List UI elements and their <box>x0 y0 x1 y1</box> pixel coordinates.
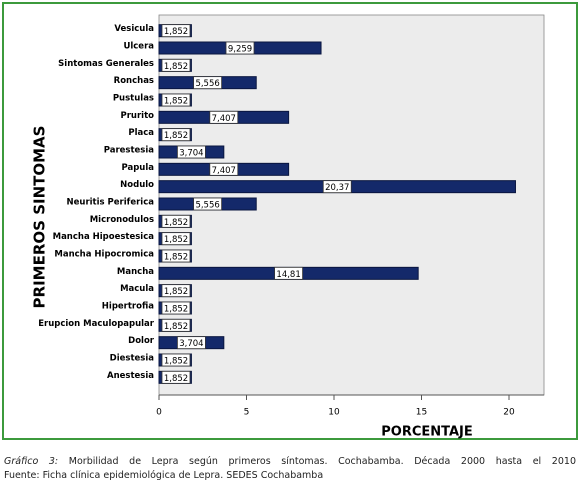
value-label: 14,81 <box>276 270 300 280</box>
value-label-box <box>177 145 206 159</box>
value-label: 1,852 <box>164 62 188 72</box>
value-label: 1,852 <box>164 97 188 107</box>
value-label-box <box>161 24 191 38</box>
value-label: 3,704 <box>179 339 203 349</box>
value-label-box <box>161 284 191 298</box>
y-tick-label: Vesicula <box>114 24 154 34</box>
value-label-box <box>225 41 255 55</box>
y-tick-label: Hipertrofia <box>102 302 154 312</box>
caption: Gráfico 3: Morbilidad de Lepra según pri… <box>4 456 576 467</box>
value-label: 7,407 <box>212 114 236 124</box>
y-tick-label: Papula <box>121 163 154 173</box>
value-label-box <box>161 214 191 228</box>
value-label: 7,407 <box>212 166 236 176</box>
value-label: 1,852 <box>164 374 188 384</box>
value-label-box <box>161 353 191 367</box>
value-label: 1,852 <box>164 287 188 297</box>
y-tick-label: Erupcion Maculopapular <box>38 319 155 329</box>
y-tick-label: Pustulas <box>113 94 154 104</box>
value-label: 5,556 <box>195 201 219 211</box>
value-label: 1,852 <box>164 357 188 367</box>
x-tick-label: 0 <box>156 408 162 418</box>
value-label-box <box>161 318 191 332</box>
value-label-box <box>161 370 191 384</box>
y-tick-label: Diestesia <box>110 354 155 364</box>
x-tick-label: 20 <box>503 408 515 418</box>
y-tick-label: Macula <box>120 284 154 294</box>
x-axis-title: PORCENTAJE <box>381 425 473 440</box>
value-label: 20,37 <box>325 183 349 193</box>
chart: PRIMEROS SINTOMAS PORCENTAJE 0 5 10 15 20 Ves… <box>2 2 578 440</box>
value-label: 1,852 <box>164 253 188 263</box>
y-tick-label: Ulcera <box>123 42 154 52</box>
caption-source: Fuente: Ficha clínica epidemiológica de … <box>4 470 324 481</box>
y-tick-label: Placa <box>128 128 154 138</box>
y-tick-label: Ronchas <box>114 76 154 86</box>
value-label: 9,259 <box>228 45 252 55</box>
y-tick-label: Mancha Hipocromica <box>54 250 154 260</box>
value-label-box <box>274 266 303 280</box>
x-tick-label: 10 <box>328 408 340 418</box>
value-label-box <box>209 110 239 124</box>
value-label-box <box>161 301 191 315</box>
y-tick-label: Mancha Hipoestesica <box>53 232 155 242</box>
value-label-box <box>193 76 223 90</box>
y-tick-label: Sintomas Generales <box>58 59 154 69</box>
value-label-box <box>209 162 239 176</box>
caption-label: Gráfico 3: <box>4 456 59 467</box>
value-label: 1,852 <box>164 27 188 37</box>
value-label-box <box>161 249 191 263</box>
value-label: 1,852 <box>164 322 188 332</box>
x-tick-label: 5 <box>244 408 250 418</box>
value-label-box <box>161 128 191 142</box>
value-label-box <box>161 58 191 72</box>
value-label: 1,852 <box>164 218 188 228</box>
y-tick-label: Parestesia <box>104 146 155 156</box>
value-label-box <box>193 197 223 211</box>
value-label-box <box>161 93 191 107</box>
y-tick-label: Mancha <box>117 267 154 277</box>
caption-text: Morbilidad de Lepra según primeros sínto… <box>68 456 576 467</box>
value-label-box <box>177 336 206 350</box>
value-label: 1,852 <box>164 235 188 245</box>
value-label: 5,556 <box>195 79 219 89</box>
y-axis-title: PRIMEROS SINTOMAS <box>31 126 49 309</box>
y-tick-label: Micronodulos <box>90 215 154 225</box>
value-label: 3,704 <box>179 149 203 159</box>
y-tick-label: Dolor <box>128 336 155 346</box>
value-label: 1,852 <box>164 305 188 315</box>
y-tick-label: Prurito <box>121 111 155 121</box>
value-label-box <box>322 180 352 194</box>
x-tick-label: 15 <box>416 408 427 418</box>
value-label: 1,852 <box>164 131 188 141</box>
y-tick-label: Anestesia <box>107 371 154 381</box>
value-label-box <box>161 232 191 246</box>
y-tick-label: Nodulo <box>120 180 154 190</box>
y-tick-label: Neuritis Periferica <box>67 198 155 208</box>
